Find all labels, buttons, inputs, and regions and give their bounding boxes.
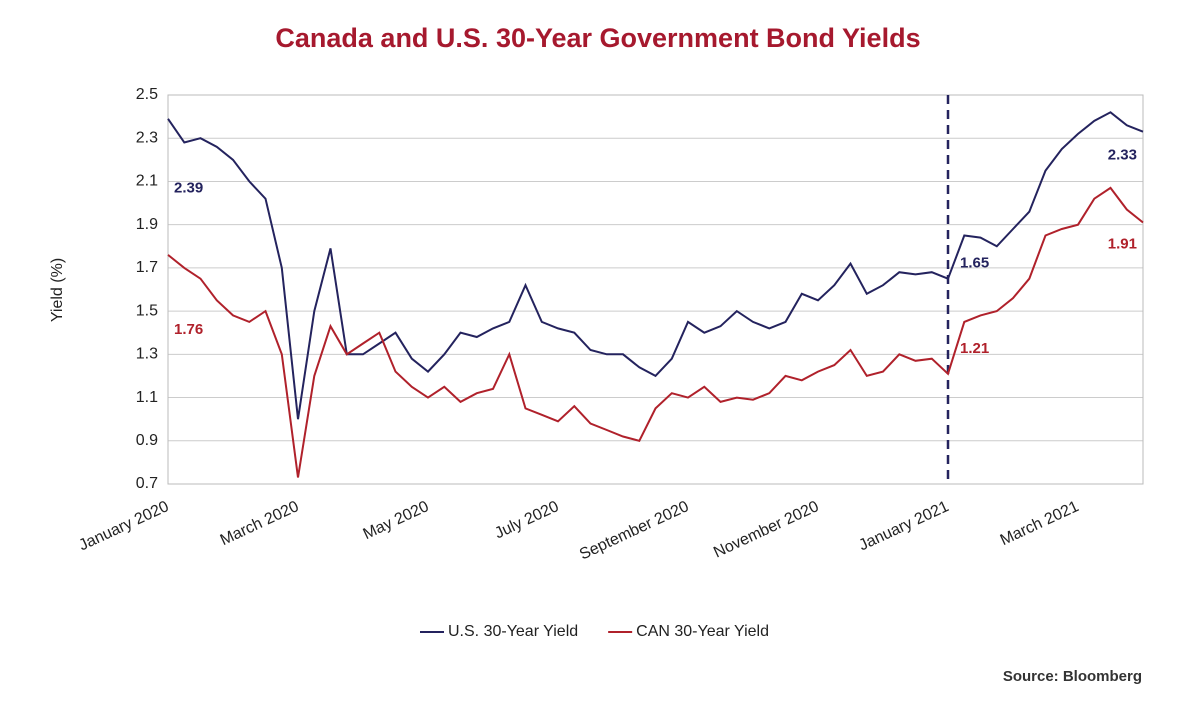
y-tick-label: 1.3 (136, 346, 158, 363)
y-tick-label: 0.9 (136, 432, 158, 449)
x-tick-label: March 2020 (218, 498, 302, 549)
x-tick-label: January 2020 (76, 498, 171, 554)
x-tick-label: November 2020 (711, 498, 821, 562)
y-tick-label: 1.7 (136, 259, 158, 276)
value-label: 1.21 (960, 340, 989, 357)
source: Source: Bloomberg (1003, 668, 1142, 685)
series-line (167, 186, 1144, 478)
y-tick-label: 2.5 (136, 86, 158, 103)
legend-label: U.S. 30-Year Yield (448, 623, 578, 640)
value-label: 1.76 (174, 321, 203, 338)
value-label: 2.39 (174, 180, 203, 197)
series-line (167, 111, 1144, 420)
x-tick-label: March 2021 (998, 498, 1082, 549)
value-label: 2.33 (1108, 147, 1137, 164)
y-tick-label: 0.7 (136, 475, 158, 492)
value-label: 1.65 (960, 255, 989, 272)
y-tick-label: 2.3 (136, 129, 158, 146)
x-tick-label: January 2021 (856, 498, 951, 554)
y-tick-label: 1.1 (136, 389, 158, 406)
y-axis-label: Yield (%) (49, 258, 66, 322)
chart-title: Canada and U.S. 30-Year Government Bond … (275, 23, 920, 53)
x-tick-label: July 2020 (492, 498, 561, 542)
y-tick-label: 2.1 (136, 173, 158, 190)
legend-label: CAN 30-Year Yield (636, 623, 769, 640)
plot-frame (167, 94, 1144, 485)
y-tick-label: 1.5 (136, 302, 158, 319)
x-tick-label: May 2020 (361, 498, 432, 543)
y-tick-label: 1.9 (136, 216, 158, 233)
x-tick-label: September 2020 (577, 498, 692, 563)
value-label: 1.91 (1108, 235, 1137, 252)
